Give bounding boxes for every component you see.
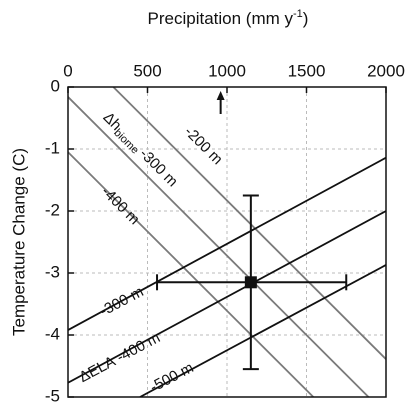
line-label: -500 m <box>147 359 196 396</box>
line <box>68 210 386 384</box>
plot-frame <box>67 86 387 398</box>
line <box>139 264 386 397</box>
line <box>112 87 386 360</box>
y-tick-label: 0 <box>51 76 60 95</box>
group-label-sub: biome <box>111 127 141 157</box>
x-tick-label: 1000 <box>208 61 246 80</box>
x-title-sup: -1 <box>293 8 303 20</box>
x-tick-label: 1500 <box>288 61 326 80</box>
point <box>244 276 257 289</box>
x-title-main: Precipitation (mm y <box>148 9 294 28</box>
y-tick-label: -1 <box>45 138 60 157</box>
line-label-name: -400 m <box>114 329 163 366</box>
x-tick-label: 2000 <box>367 61 405 80</box>
x-tick-label: 500 <box>133 61 161 80</box>
y-tick-label: -5 <box>45 386 60 405</box>
line-label-name: -500 m <box>147 359 196 396</box>
line <box>68 156 386 331</box>
x-title-end: ) <box>303 9 309 28</box>
y-tick-label: -2 <box>45 200 60 219</box>
y-tick-label: -3 <box>45 262 60 281</box>
line-label: -300 m <box>97 283 146 320</box>
line-label: -400 m <box>98 183 143 228</box>
x-axis-title: Precipitation (mm y-1) <box>148 8 309 29</box>
y-axis-title: Temperature Change (C) <box>9 148 28 336</box>
y-tick-label: -4 <box>45 324 60 343</box>
line <box>68 96 370 397</box>
line-label-name: -300 m <box>136 145 181 190</box>
line <box>68 151 314 397</box>
line-label-name: -400 m <box>98 183 143 228</box>
line-label: Δhbiome-300 m <box>98 109 181 192</box>
line-label: ΔELA-400 m <box>76 329 163 386</box>
arrow-head <box>216 91 225 100</box>
x-tick-label: 0 <box>63 61 72 80</box>
group-label: ΔELA <box>76 353 118 386</box>
line-label-name: -300 m <box>97 283 146 320</box>
